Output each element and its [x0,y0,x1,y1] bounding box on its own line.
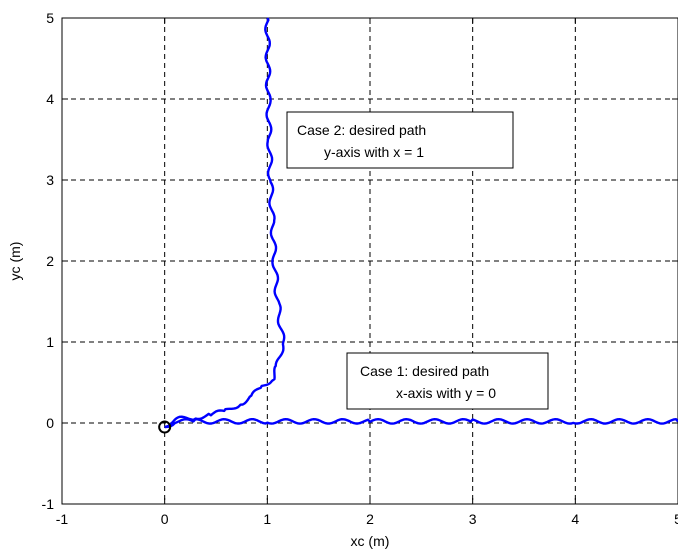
annotation-box-case-2 [286,111,514,169]
y-tick-label-5: 5 [46,10,54,26]
annotation-box-case-1 [346,352,549,410]
series [158,17,678,434]
x-tick-label-1: 1 [263,511,271,527]
annotation-case-1: Case 1: desired path x-axis with y = 0 [346,352,549,410]
annotation-case-1-line1: Case 1: desired path [360,363,489,379]
x-tick-label-0: 0 [161,511,169,527]
y-axis-label: yc (m) [7,242,23,281]
annotation-case-2-line1: Case 2: desired path [297,122,426,138]
x-tick-label-5: 5 [674,511,678,527]
y-tick-label-2: 2 [46,253,54,269]
y-tick-label-4: 4 [46,91,54,107]
ticks: -1 0 1 2 3 4 5 -1 0 1 2 3 4 5 [42,10,678,527]
annotation-case-1-line2: x-axis with y = 0 [396,385,496,401]
x-tick-label-2: 2 [366,511,374,527]
series-line-2 [164,17,286,429]
series-line-1 [164,418,678,429]
y-tick-label-0: 0 [46,415,54,431]
grid [62,18,678,504]
y-tick-label-1: 1 [46,334,54,350]
annotation-case-2: Case 2: desired path y-axis with x = 1 [286,111,514,169]
y-tick-label-3: 3 [46,172,54,188]
x-tick-label-4: 4 [571,511,579,527]
annotation-case-2-line2: y-axis with x = 1 [324,144,424,160]
x-tick-label--1: -1 [56,511,69,527]
x-axis-label: xc (m) [351,533,390,549]
y-tick-label--1: -1 [42,496,55,512]
x-tick-label-3: 3 [469,511,477,527]
start-point-marker [158,420,172,434]
